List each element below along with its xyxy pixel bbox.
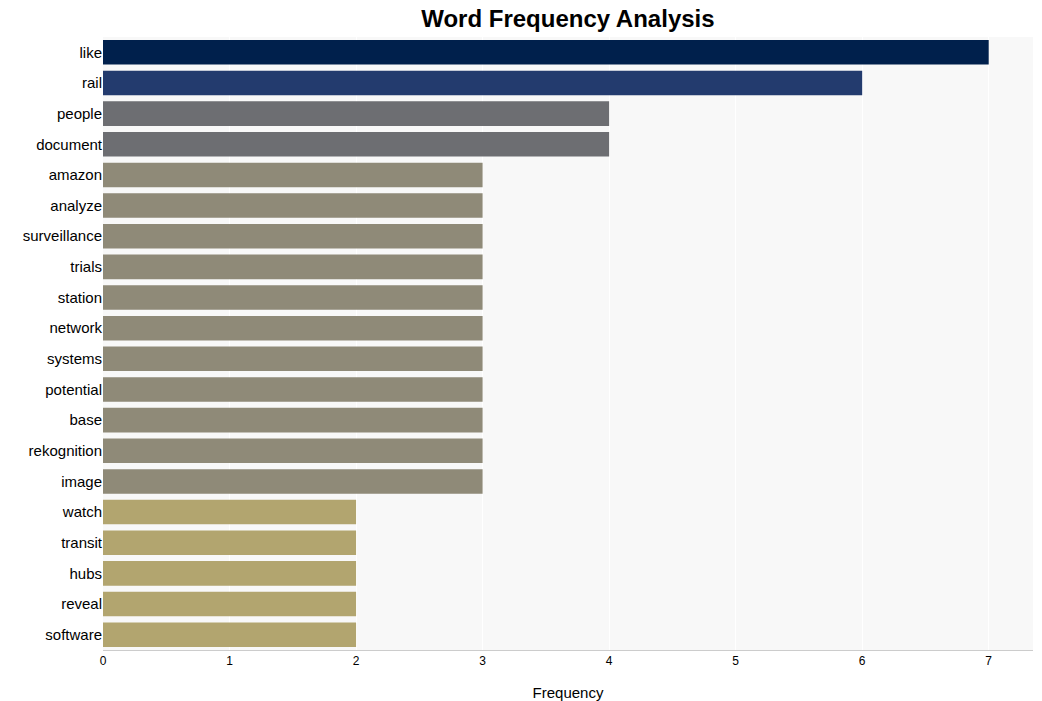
svg-text:2: 2 — [353, 654, 360, 668]
svg-text:like: like — [79, 44, 102, 61]
svg-text:0: 0 — [100, 654, 107, 668]
svg-text:watch: watch — [62, 503, 102, 520]
svg-text:7: 7 — [985, 654, 992, 668]
svg-text:Word Frequency Analysis: Word Frequency Analysis — [421, 5, 714, 32]
svg-text:base: base — [69, 411, 102, 428]
svg-text:1: 1 — [226, 654, 233, 668]
svg-text:document: document — [36, 136, 103, 153]
svg-text:surveillance: surveillance — [23, 227, 102, 244]
svg-text:hubs: hubs — [69, 565, 102, 582]
svg-text:3: 3 — [479, 654, 486, 668]
svg-text:rekognition: rekognition — [29, 442, 102, 459]
svg-text:amazon: amazon — [49, 166, 102, 183]
svg-text:transit: transit — [61, 534, 103, 551]
svg-text:software: software — [45, 626, 102, 643]
svg-text:station: station — [58, 289, 102, 306]
svg-text:network: network — [49, 319, 102, 336]
svg-text:rail: rail — [82, 74, 102, 91]
svg-text:potential: potential — [45, 381, 102, 398]
svg-text:analyze: analyze — [50, 197, 102, 214]
svg-text:image: image — [61, 473, 102, 490]
svg-text:people: people — [57, 105, 102, 122]
svg-text:6: 6 — [859, 654, 866, 668]
svg-text:Frequency: Frequency — [533, 684, 604, 701]
svg-text:4: 4 — [606, 654, 613, 668]
svg-text:reveal: reveal — [61, 595, 102, 612]
svg-text:trials: trials — [70, 258, 102, 275]
svg-text:5: 5 — [732, 654, 739, 668]
svg-text:systems: systems — [47, 350, 102, 367]
